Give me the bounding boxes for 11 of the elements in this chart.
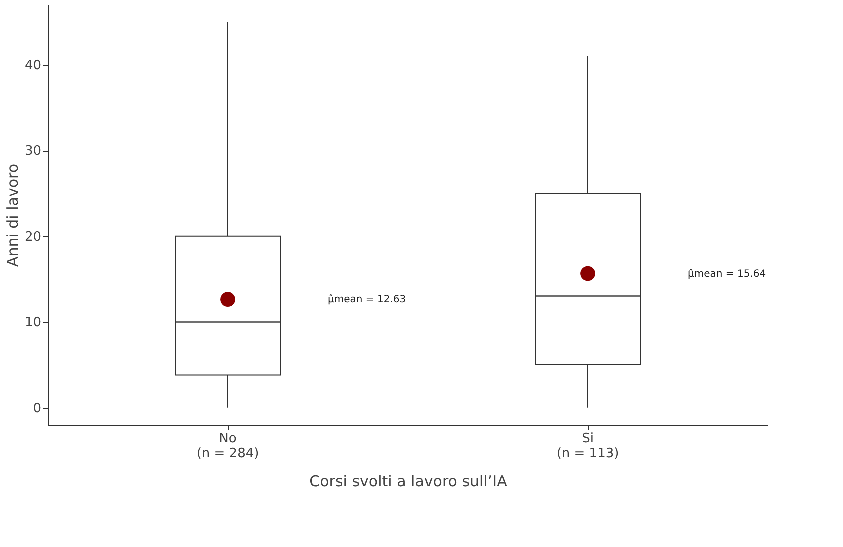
- y-tick-label: 20: [24, 230, 42, 245]
- annotation: μ̂mean = 12.63: [328, 294, 406, 306]
- y-tick-label: 40: [24, 58, 42, 74]
- x-tick-label: No (n = 284): [196, 432, 260, 462]
- y-tick-label: 10: [24, 316, 42, 331]
- annotation: μ̂mean = 15.64: [688, 268, 766, 280]
- x-axis-title: Corsi svolti a lavoro sull’IA: [310, 472, 508, 490]
- x-tick-label: Si (n = 113): [556, 432, 620, 462]
- y-axis-title: Anni di lavoro: [4, 164, 22, 268]
- y-tick-label: 30: [24, 144, 42, 160]
- y-tick-label: 0: [33, 401, 42, 416]
